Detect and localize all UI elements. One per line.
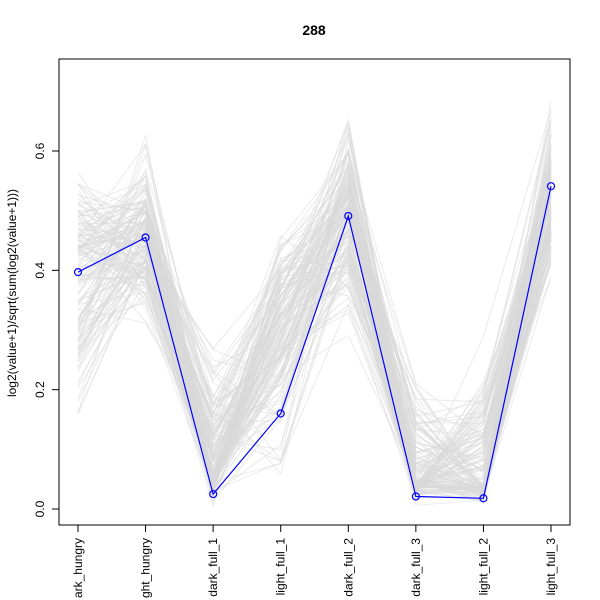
background-series-line [77, 127, 552, 484]
background-series-line [77, 217, 552, 487]
y-tick-label: 0.6 [33, 142, 47, 159]
chart-title: 288 [302, 22, 326, 38]
x-tick-label: dark_full_1 [206, 538, 220, 597]
highlight-point [411, 492, 420, 501]
background-series-group [77, 101, 552, 508]
background-series-line [77, 177, 552, 487]
highlight-point [209, 489, 218, 499]
highlight-point [479, 494, 488, 503]
x-tick-label: ark_hungry [71, 538, 85, 598]
highlight-point [276, 409, 285, 418]
background-series-line [77, 195, 552, 497]
x-axis: ark_hungry ght_hungry dark_full_1 light_ful… [71, 524, 558, 598]
x-tick-label: dark_full_2 [341, 538, 355, 597]
x-tick-label: dark_full_3 [409, 538, 423, 597]
highlight-point [546, 182, 556, 191]
x-tick-label: light_full_1 [274, 538, 288, 596]
background-series-line [77, 135, 552, 492]
highlight-point [141, 233, 150, 242]
x-tick-label: light_full_2 [476, 538, 490, 596]
x-tick-label: light_full_3 [544, 538, 558, 596]
y-tick-label: 0.0 [33, 500, 47, 517]
background-series-line [77, 202, 552, 494]
highlight-series-group [73, 182, 556, 503]
background-series-line [77, 152, 552, 490]
highlight-series-line [77, 186, 552, 499]
background-series-line [77, 160, 552, 480]
x-tick-label: ght_hungry [139, 538, 153, 598]
background-series-line [77, 191, 552, 499]
y-axis-label: log2(value+1)/sqrt(sum(log2(value+1))) [5, 189, 19, 397]
background-series-line [77, 217, 552, 485]
background-series-line [77, 222, 552, 483]
highlight-point [344, 211, 353, 221]
background-series-line [77, 154, 552, 495]
highlight-point [73, 268, 83, 277]
y-axis: 0.0 0.2 0.4 0.6 [33, 142, 60, 517]
background-series-line [77, 161, 552, 492]
y-tick-label: 0.4 [33, 262, 47, 279]
y-tick-label: 0.2 [33, 381, 47, 398]
background-series-line [77, 175, 552, 494]
